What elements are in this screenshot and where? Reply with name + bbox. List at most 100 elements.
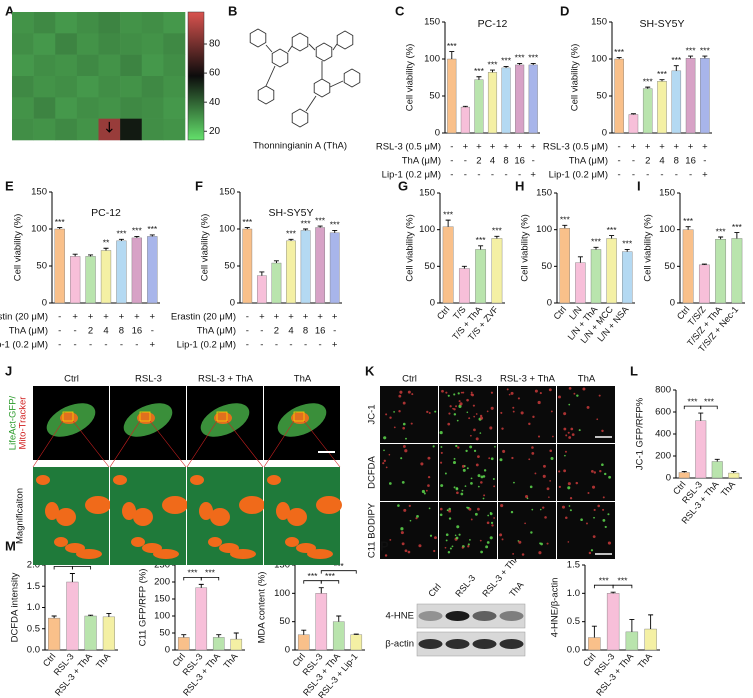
bar (491, 238, 503, 304)
bar (242, 228, 253, 304)
fluorescent-dot (558, 470, 561, 473)
fluorescent-dot (385, 413, 388, 416)
condition-mark: + (530, 170, 536, 181)
mitochondria (45, 502, 59, 520)
row-label: Magnificaiton (15, 488, 26, 544)
mitochondria (142, 543, 162, 553)
fluorescent-dot (467, 545, 470, 548)
y-tick-label: 100 (154, 611, 170, 622)
y-tick-label: 50 (224, 261, 235, 272)
mitochondria (287, 508, 307, 526)
y-tick-label: 150 (536, 188, 552, 199)
significance-label: *** (205, 568, 216, 578)
y-tick-label: 50 (424, 261, 435, 272)
fluorescent-dot (543, 464, 546, 468)
significance-label: *** (614, 47, 625, 57)
fluorescent-dot (534, 389, 538, 393)
condition-mark: - (504, 170, 507, 181)
fluorescent-dot (607, 541, 611, 545)
heatmap-cell (120, 12, 143, 34)
bar (286, 240, 296, 304)
fluorescent-dot (604, 525, 607, 529)
error-bar (591, 625, 597, 638)
fluorescent-dot (444, 472, 447, 475)
fluorescent-dot (563, 469, 567, 473)
blot-band (445, 639, 470, 649)
structure-ring (249, 28, 267, 48)
zoom-box (216, 411, 228, 422)
condition-mark: + (645, 142, 651, 153)
fluorescent-dot (513, 481, 515, 484)
condition-mark: + (150, 312, 156, 323)
panel-letter: G (398, 178, 408, 193)
bar (728, 472, 740, 479)
fluorescent-dot (586, 405, 590, 409)
bar (698, 264, 710, 304)
mitochondria (65, 543, 85, 553)
fluorescent-dot (402, 426, 406, 430)
fluorescent-dot (470, 393, 473, 396)
condition-mark: 2 (645, 156, 650, 167)
bar (300, 230, 311, 304)
bar (458, 268, 470, 304)
heatmap-cell (141, 97, 164, 119)
y-tick-label: 100 (274, 588, 290, 599)
error-bar (149, 234, 155, 237)
fluorescent-dot (550, 410, 553, 413)
error-bar (494, 235, 500, 239)
y-tick-label: 50 (664, 261, 675, 272)
bar (515, 64, 525, 134)
condition-mark: - (632, 170, 635, 181)
fluorescent-dot (472, 404, 475, 407)
fluorescent-dot (404, 549, 408, 553)
y-tick-label: 250 (154, 560, 170, 571)
fluorescent-dot (506, 388, 509, 391)
row-label: 4-HNE (385, 611, 414, 622)
fluorescent-dot (400, 457, 403, 460)
fluorescent-dot (402, 445, 406, 448)
condition-mark: - (618, 156, 621, 167)
fluorescent-dot (462, 468, 466, 472)
column-label: ThA (578, 374, 596, 385)
error-bar (718, 236, 724, 240)
fluorescent-dot (445, 539, 448, 542)
bar (131, 237, 142, 304)
fluorescent-dot (383, 459, 387, 463)
condition-mark: 8 (503, 156, 508, 167)
fluorescent-dot (451, 545, 454, 548)
bar (315, 593, 328, 651)
error-bar (577, 256, 583, 263)
bar (678, 472, 690, 479)
y-tick-label: 100 (591, 54, 607, 65)
fluorescent-dot (512, 552, 515, 555)
condition-label: RSL-3 (0.5 μM) (543, 142, 608, 153)
row-label: C11 BODIPY (367, 502, 378, 558)
condition-mark: 16 (514, 156, 525, 167)
fluorescent-dot (418, 544, 422, 548)
fluorescent-dot (486, 410, 489, 413)
fluorescent-dot (512, 406, 515, 409)
fluorescent-dot (487, 514, 490, 517)
significance-label: *** (330, 220, 341, 230)
condition-mark: 2 (88, 326, 93, 337)
fluorescent-dot (567, 486, 571, 490)
fluorescent-dot (456, 491, 459, 495)
fluorescent-dot (439, 507, 443, 511)
fluorescent-dot (539, 392, 542, 395)
fluorescent-dot (569, 509, 572, 512)
bar (315, 227, 326, 304)
significance-label: *** (657, 69, 668, 79)
fluorescent-dot (473, 449, 477, 453)
micrograph (557, 502, 615, 559)
error-bar (259, 271, 265, 276)
condition-mark: - (464, 170, 467, 181)
fluorescent-dot (489, 512, 493, 516)
fluorescent-dot (448, 507, 451, 511)
y-axis-label: Cell viability (%) (643, 214, 654, 282)
condition-mark: 16 (315, 326, 326, 337)
micrograph (498, 386, 556, 443)
fluorescent-dot (482, 497, 485, 500)
structure-caption: Thonningianin A (ThA) (253, 141, 347, 152)
bar (695, 420, 707, 479)
y-tick-label: 400 (655, 429, 671, 440)
